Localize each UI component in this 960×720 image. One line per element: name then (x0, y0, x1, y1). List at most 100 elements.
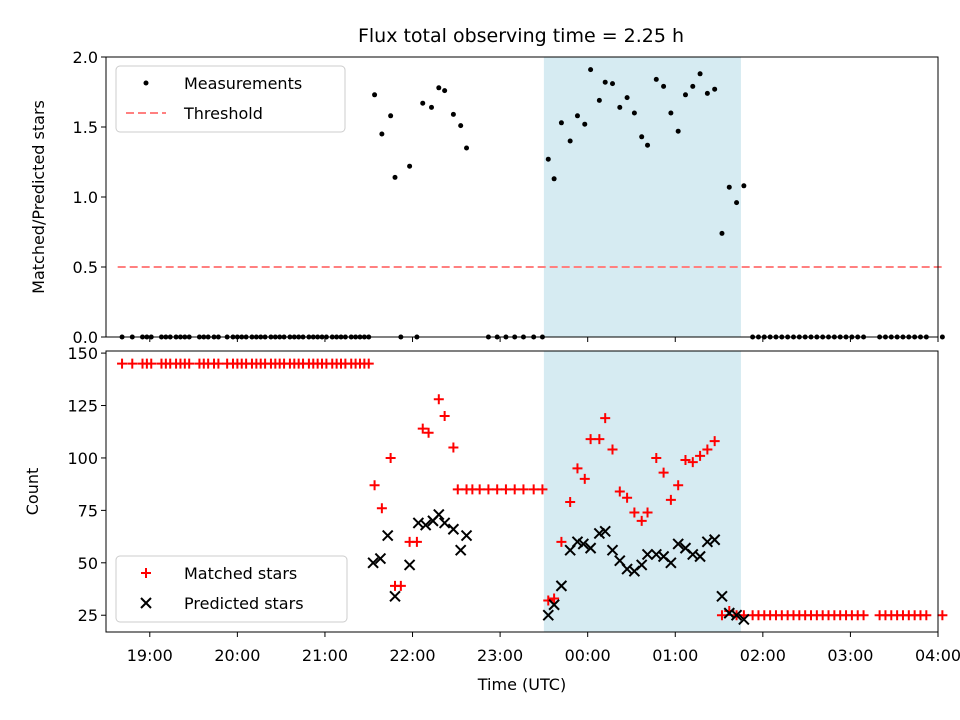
measurement-point (596, 97, 602, 103)
matched-star-point (376, 503, 387, 514)
matched-star-point (556, 536, 567, 547)
predicted-star-point (577, 538, 590, 550)
legend-box (115, 555, 348, 623)
x-tick-label: 21:00 (302, 646, 348, 665)
measurement-point (574, 113, 580, 119)
measurement-point (458, 123, 464, 129)
measurement-point (668, 110, 674, 116)
top-y-axis-label: Matched/Predicted stars (29, 100, 48, 294)
matched-star-point (658, 467, 669, 478)
matched-star-point (518, 484, 529, 495)
matched-star-point (452, 484, 463, 495)
matched-star-point (395, 580, 406, 591)
measurement-point (429, 104, 435, 110)
predicted-star-point (433, 508, 445, 521)
predicted-star-point (723, 607, 735, 619)
observing-window-shade-bottom (543, 351, 741, 632)
predicted-star-point (555, 580, 568, 592)
measurement-point (407, 163, 413, 169)
predicted-star-point (447, 523, 460, 535)
predicted-star-point (548, 599, 560, 611)
matched-star-point (709, 436, 720, 447)
y-tick-label: 25 (78, 606, 98, 625)
bottom-plot-frame (105, 350, 939, 633)
predicted-star-point (672, 538, 684, 550)
matched-star-point (213, 358, 224, 369)
matched-star-point (607, 444, 618, 455)
measurement-point (464, 145, 470, 151)
matched-star-point (509, 484, 520, 495)
predicted-star-point (419, 519, 432, 531)
matched-star-point (439, 411, 450, 422)
predicted-star-point (412, 517, 425, 529)
measurement-point (734, 200, 740, 206)
measurement-point (436, 85, 442, 91)
measurement-point (675, 128, 681, 134)
predicted-star-point (374, 552, 387, 565)
predicted-star-point (641, 548, 654, 561)
y-tick-label: 125 (67, 397, 98, 416)
measurement-point (420, 100, 426, 106)
matched-star-point (141, 568, 151, 578)
matched-star-point (369, 480, 380, 491)
matched-star-point (543, 595, 554, 606)
predicted-star-point (140, 597, 152, 609)
x-tick-label: 22:00 (389, 646, 435, 665)
x-tick-label: 20:00 (214, 646, 260, 665)
matched-star-point (716, 610, 727, 621)
matched-star-point (117, 358, 128, 369)
measurement-point (645, 142, 651, 148)
predicted-star-point (606, 544, 619, 556)
matched-star-point (492, 484, 503, 495)
matched-star-point (629, 507, 640, 518)
y-tick-label: 100 (67, 449, 98, 468)
measurement-point (558, 120, 564, 126)
top-legend: Measurements Threshold (115, 65, 346, 133)
legend-label: Measurements (184, 74, 302, 93)
top-panel: 0.00.51.01.52.0 Matched/Predicted stars … (29, 48, 945, 347)
predicted-star-point (460, 529, 473, 542)
y-tick-label: 1.5 (73, 118, 98, 137)
x-tick-label: 01:00 (652, 646, 698, 665)
measurement-point (388, 113, 394, 119)
predicted-star-point (599, 525, 611, 538)
predicted-star-point (694, 550, 706, 563)
matched-star-point (483, 484, 494, 495)
measurement-point (602, 79, 608, 85)
measurement-point (704, 90, 710, 96)
matched-star-point (146, 358, 157, 369)
measurement-point (617, 104, 623, 110)
predicted-star-point (403, 559, 416, 571)
measurement-point (372, 92, 378, 98)
matched-star-point (579, 473, 590, 484)
predicted-star-point (716, 590, 728, 603)
matched-star-point (622, 492, 633, 503)
matched-star-point (636, 515, 647, 526)
x-tick-label: 03:00 (827, 646, 873, 665)
predicted-star-point (687, 548, 699, 561)
measurement-point (624, 95, 630, 101)
measurement-point (726, 184, 732, 190)
measurement-point (588, 67, 594, 73)
matched-star-point (448, 442, 459, 453)
matched-star-point (411, 536, 422, 547)
measurement-point (682, 92, 688, 98)
y-tick-label: 2.0 (73, 48, 98, 67)
matched-star-point (673, 480, 684, 491)
measurement-point (609, 81, 615, 87)
x-tick-label: 00:00 (565, 646, 611, 665)
matched-star-point (474, 484, 485, 495)
matched-star-point (127, 358, 138, 369)
top-y-axis: 0.0 0.5 1.0 1.5 2.0 (73, 48, 106, 347)
matched-star-point (549, 593, 560, 604)
y-tick-label: 1.0 (73, 188, 98, 207)
matched-star-point (665, 494, 676, 505)
measurement-point (697, 71, 703, 77)
predicted-star-point (367, 557, 379, 569)
matched-star-point (687, 457, 698, 468)
observing-window-shade-top (543, 57, 741, 337)
matched-star-point (695, 450, 706, 461)
predicted-star-point (730, 609, 743, 621)
y-tick-label: 0.0 (73, 328, 98, 347)
